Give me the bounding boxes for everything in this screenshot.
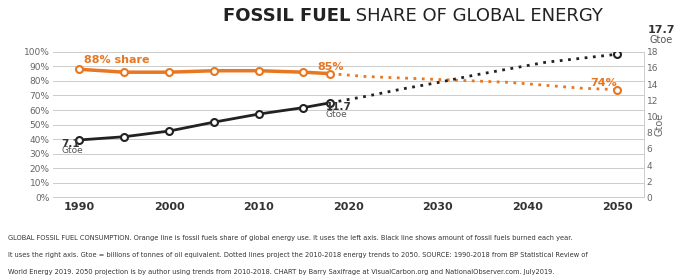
Text: GLOBAL FOSSIL FUEL CONSUMPTION. Orange line is fossil fuels share of global ener: GLOBAL FOSSIL FUEL CONSUMPTION. Orange l… [8, 235, 573, 241]
Text: 11.7: 11.7 [326, 102, 351, 112]
Y-axis label: Gtoe: Gtoe [654, 113, 665, 136]
Text: Gtoe: Gtoe [62, 146, 83, 155]
Text: 74%: 74% [590, 78, 617, 88]
Text: 85%: 85% [317, 62, 344, 72]
Text: It uses the right axis. Gtoe = billions of tonnes of oil equivalent. Dotted line: It uses the right axis. Gtoe = billions … [8, 252, 588, 258]
Text: Gtoe: Gtoe [650, 35, 673, 45]
Text: SHARE OF GLOBAL ENERGY: SHARE OF GLOBAL ENERGY [350, 7, 603, 25]
Text: 17.7: 17.7 [648, 25, 676, 35]
Text: Gtoe: Gtoe [326, 109, 348, 118]
Text: FOSSIL FUEL: FOSSIL FUEL [223, 7, 350, 25]
Text: 88% share: 88% share [84, 55, 149, 66]
Text: World Energy 2019. 2050 projection is by author using trends from 2010-2018. CHA: World Energy 2019. 2050 projection is by… [8, 269, 555, 275]
Text: 7.1: 7.1 [62, 139, 80, 149]
